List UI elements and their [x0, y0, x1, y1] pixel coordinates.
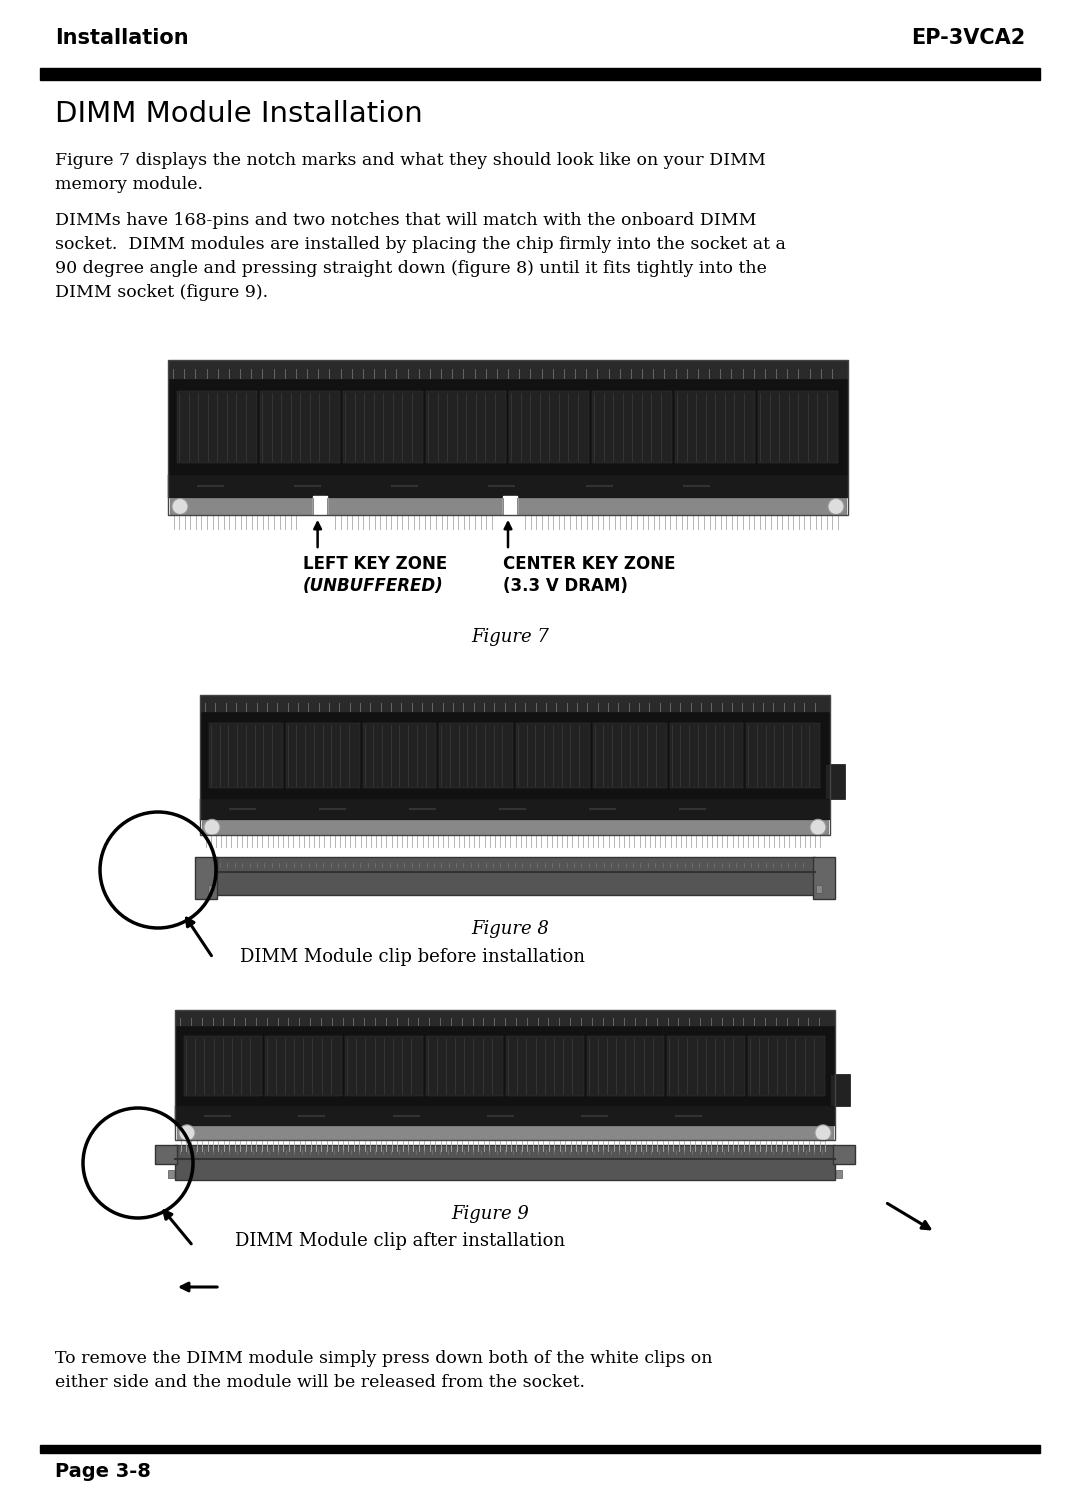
Bar	[825, 765, 845, 799]
Text: LEFT KEY ZONE: LEFT KEY ZONE	[302, 555, 447, 573]
Bar	[363, 722, 436, 787]
Circle shape	[204, 819, 220, 836]
Bar	[195, 857, 217, 899]
Bar	[816, 885, 822, 893]
Bar	[440, 722, 513, 787]
Text: To remove the DIMM module simply press down both of the white clips on
either si: To remove the DIMM module simply press d…	[55, 1349, 713, 1392]
Bar	[156, 1145, 177, 1165]
Bar	[175, 1009, 835, 1026]
Bar	[177, 391, 257, 462]
Bar	[200, 695, 831, 712]
Text: Installation: Installation	[55, 29, 189, 48]
Circle shape	[810, 819, 826, 836]
Bar	[200, 695, 831, 836]
Bar	[426, 391, 507, 462]
Bar	[345, 1035, 422, 1095]
Bar	[833, 1145, 855, 1165]
Bar	[175, 1145, 835, 1180]
Text: Figure 8: Figure 8	[471, 920, 549, 938]
Bar	[210, 722, 283, 787]
Bar	[675, 391, 755, 462]
Text: DIMMs have 168-pins and two notches that will match with the onboard DIMM
socket: DIMMs have 168-pins and two notches that…	[55, 212, 786, 302]
Bar	[813, 857, 835, 899]
Bar	[507, 1035, 583, 1095]
Bar	[265, 1035, 342, 1095]
Bar	[175, 1009, 835, 1139]
Bar	[177, 1126, 833, 1139]
Bar	[168, 474, 848, 499]
Bar	[200, 799, 831, 819]
Bar	[516, 722, 590, 787]
Bar	[509, 391, 589, 462]
Text: EP-3VCA2: EP-3VCA2	[910, 29, 1025, 48]
Bar	[168, 1170, 174, 1179]
Bar	[343, 391, 423, 462]
Text: DIMM Module clip after installation: DIMM Module clip after installation	[235, 1231, 565, 1250]
Bar	[746, 722, 820, 787]
Bar	[426, 1035, 503, 1095]
Text: Figure 9: Figure 9	[451, 1204, 529, 1222]
Bar	[312, 496, 326, 517]
Bar	[208, 885, 214, 893]
Bar	[170, 499, 846, 515]
Bar	[747, 1035, 825, 1095]
Bar	[168, 360, 848, 515]
Bar	[200, 712, 831, 799]
Bar	[586, 1035, 664, 1095]
Bar	[836, 1170, 842, 1179]
Text: (3.3 V DRAM): (3.3 V DRAM)	[503, 577, 627, 595]
Bar	[667, 1035, 744, 1095]
Bar	[175, 1026, 835, 1106]
Bar	[286, 722, 360, 787]
Circle shape	[828, 499, 843, 514]
Text: DIMM Module clip before installation: DIMM Module clip before installation	[240, 947, 585, 966]
Bar	[260, 391, 340, 462]
Bar	[202, 819, 828, 836]
Circle shape	[815, 1124, 831, 1141]
Text: Page 3-8: Page 3-8	[55, 1463, 151, 1481]
Bar	[592, 391, 672, 462]
Text: DIMM Module Installation: DIMM Module Installation	[55, 100, 422, 128]
Bar	[175, 1106, 835, 1126]
Text: CENTER KEY ZONE: CENTER KEY ZONE	[503, 555, 675, 573]
Bar	[168, 360, 848, 379]
Bar	[670, 722, 743, 787]
Bar	[215, 857, 815, 895]
Text: Figure 7 displays the notch marks and what they should look like on your DIMM
me: Figure 7 displays the notch marks and wh…	[55, 153, 766, 193]
Bar	[184, 1035, 261, 1095]
Circle shape	[179, 1124, 195, 1141]
Bar	[503, 496, 517, 517]
Circle shape	[172, 499, 188, 514]
Bar	[168, 379, 848, 474]
Bar	[758, 391, 838, 462]
Bar	[40, 1445, 1040, 1454]
Text: (UNBUFFERED): (UNBUFFERED)	[302, 577, 444, 595]
Bar	[40, 68, 1040, 80]
Bar	[593, 722, 666, 787]
Bar	[831, 1074, 850, 1106]
Text: Figure 7: Figure 7	[471, 629, 549, 647]
